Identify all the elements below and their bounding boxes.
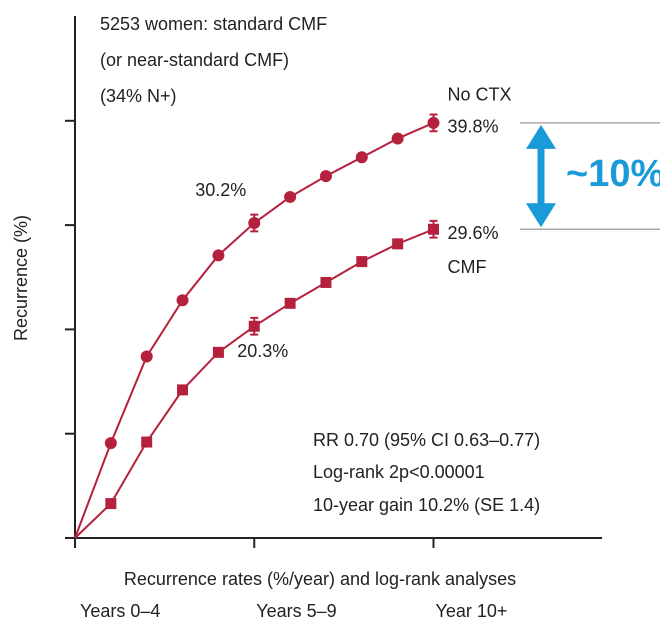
- marker: [355, 151, 368, 164]
- marker: [319, 170, 332, 183]
- annotation: Log-rank 2p<0.00001: [313, 462, 485, 482]
- x-period-label: Year 10+: [436, 601, 508, 621]
- marker: [320, 276, 332, 288]
- marker: [356, 256, 368, 268]
- series-name: CMF: [448, 257, 487, 277]
- value-label: 30.2%: [195, 180, 246, 200]
- marker: [248, 217, 261, 230]
- marker: [391, 132, 404, 145]
- y-axis-label: Recurrence (%): [11, 215, 31, 341]
- value-label: 39.8%: [448, 117, 499, 137]
- marker: [212, 346, 224, 358]
- marker: [427, 116, 440, 129]
- annotation: (or near-standard CMF): [100, 50, 289, 70]
- marker: [105, 498, 117, 510]
- marker: [140, 350, 153, 363]
- marker: [177, 384, 189, 396]
- marker: [392, 238, 404, 250]
- difference-arrow-head: [526, 124, 556, 149]
- difference-arrow-head: [526, 203, 556, 228]
- annotation: (34% N+): [100, 86, 177, 106]
- difference-label: ~10%: [566, 153, 660, 195]
- series-name: No CTX: [448, 85, 512, 105]
- x-axis-label: Recurrence rates (%/year) and log-rank a…: [124, 569, 516, 589]
- marker: [284, 190, 297, 203]
- marker: [212, 249, 225, 262]
- marker: [428, 223, 440, 235]
- x-period-label: Years 5–9: [256, 601, 336, 621]
- annotation: RR 0.70 (95% CI 0.63–0.77): [313, 430, 540, 450]
- annotation: 10-year gain 10.2% (SE 1.4): [313, 495, 540, 515]
- value-label: 20.3%: [237, 341, 288, 361]
- marker: [284, 297, 296, 309]
- annotation: 5253 women: standard CMF: [100, 14, 327, 34]
- marker: [248, 320, 260, 332]
- value-label: 29.6%: [448, 223, 499, 243]
- series-line: [74, 228, 434, 539]
- marker: [176, 294, 189, 307]
- marker: [141, 436, 153, 448]
- x-period-label: Years 0–4: [80, 601, 160, 621]
- marker: [104, 437, 117, 450]
